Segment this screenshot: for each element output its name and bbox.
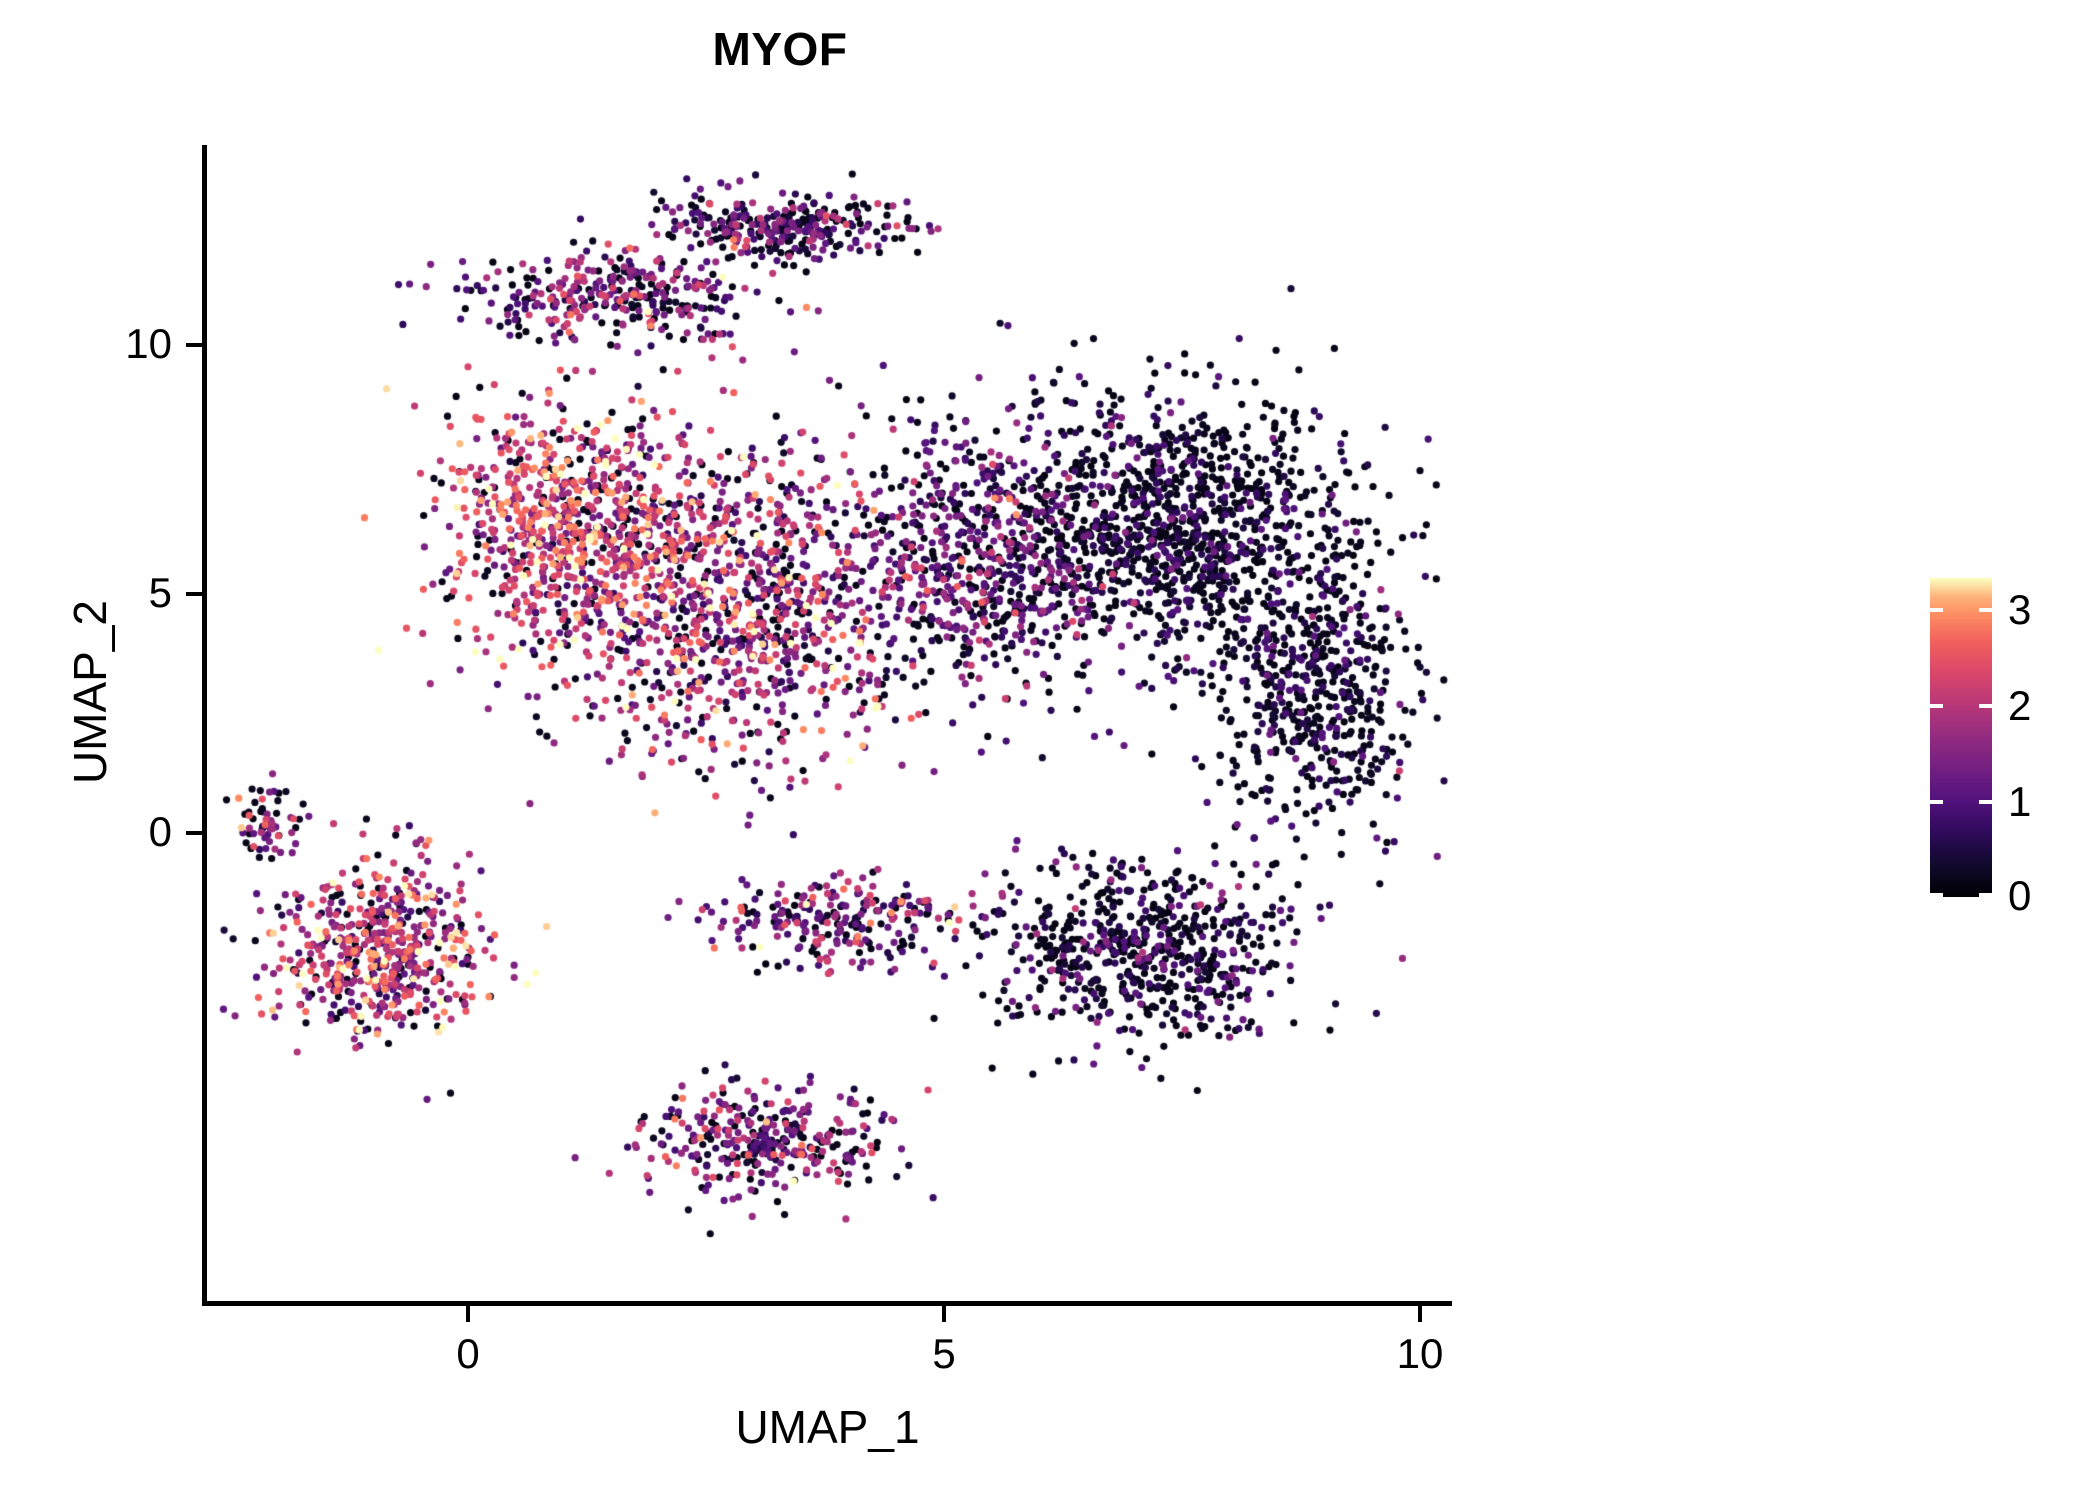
y-tick-5 — [186, 592, 202, 596]
x-tick-label-5: 5 — [932, 1330, 956, 1377]
colorbar-tick-0-right — [1979, 893, 1992, 897]
colorbar-legend: 3 2 1 0 — [1930, 578, 2031, 919]
x-axis-line — [202, 1301, 1452, 1306]
colorbar-tick-3-right — [1979, 608, 1992, 612]
y-tick-10 — [186, 343, 202, 347]
x-tick-label-10: 10 — [1396, 1330, 1444, 1377]
scatter-canvas — [205, 145, 1450, 1303]
colorbar-tick-3-left — [1930, 608, 1943, 612]
y-axis-title: UMAP_2 — [64, 599, 116, 785]
colorbar-label-1: 1 — [2008, 778, 2032, 825]
y-tick-label-0: 0 — [148, 808, 172, 855]
x-axis-title: UMAP_1 — [735, 1401, 920, 1453]
colorbar-tick-1-left — [1930, 800, 1943, 804]
x-tick-0 — [466, 1306, 470, 1322]
y-tick-0 — [186, 831, 202, 835]
colorbar-label-0: 0 — [2008, 872, 2032, 919]
colorbar-tick-2-right — [1979, 704, 1992, 708]
y-tick-label-10: 10 — [125, 320, 172, 367]
colorbar-tick-0-left — [1930, 893, 1943, 897]
y-axis-line — [202, 145, 207, 1305]
colorbar-tick-2-left — [1930, 704, 1943, 708]
colorbar-gradient — [1930, 578, 1992, 897]
colorbar-label-2: 2 — [2008, 682, 2032, 729]
plot-panel — [205, 145, 1450, 1303]
y-tick-label-5: 5 — [148, 569, 172, 616]
page-title: MYOF — [712, 23, 848, 75]
colorbar-tick-1-right — [1979, 800, 1992, 804]
x-tick-10 — [1418, 1306, 1422, 1322]
colorbar-label-3: 3 — [2008, 586, 2032, 633]
x-tick-5 — [942, 1306, 946, 1322]
x-tick-label-0: 0 — [456, 1330, 480, 1377]
